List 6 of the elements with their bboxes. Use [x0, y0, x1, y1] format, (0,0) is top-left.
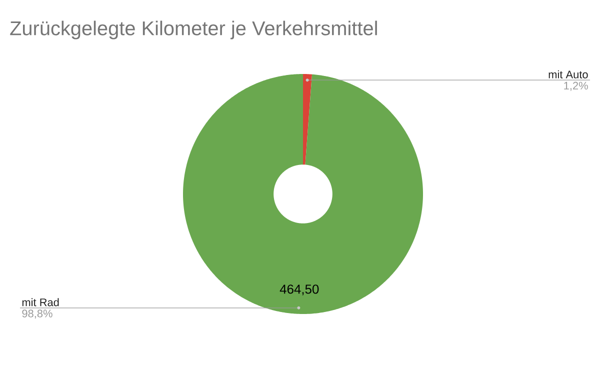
slice-label: mit Rad [22, 298, 59, 306]
data-label: 98,8% [22, 310, 52, 319]
chart-title: Zurückgelegte Kilometer je Verkehrsmittel [10, 20, 377, 40]
text: 464,50 [280, 284, 319, 296]
data-label: 1,2% [564, 82, 588, 91]
slice-label: mit Auto [548, 70, 588, 78]
